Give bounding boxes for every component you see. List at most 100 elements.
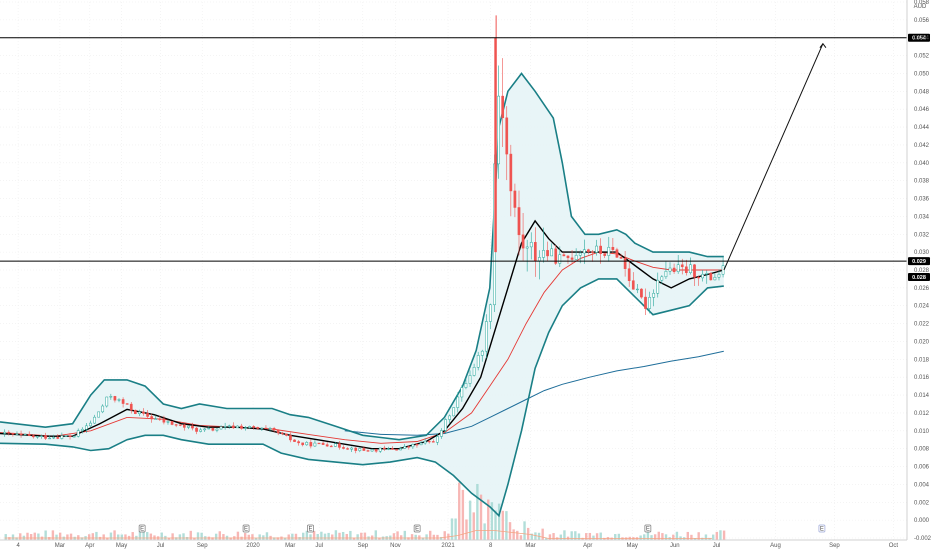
x-tick-label: Mar xyxy=(525,543,535,549)
volume-bar xyxy=(614,534,617,540)
earnings-marker-label: E xyxy=(646,527,650,533)
candle-body xyxy=(591,251,594,253)
candle-body xyxy=(513,190,517,208)
volume-bar xyxy=(595,533,599,540)
volume-bar xyxy=(472,512,475,540)
y-tick-label: 0.010 xyxy=(914,429,930,435)
volume-bar xyxy=(458,482,461,540)
candle-body xyxy=(456,396,460,408)
x-tick-label: 2021 xyxy=(441,543,455,549)
volume-bar xyxy=(149,533,153,540)
candle-body xyxy=(325,444,329,447)
candle-body xyxy=(680,264,684,268)
price-axis[interactable]: 0.058 0.056 0.054 0.052 0.050 0.048 0.046 0.044… xyxy=(906,0,932,542)
candle-body xyxy=(72,436,76,438)
candle-body xyxy=(554,248,558,264)
earnings-marker[interactable] xyxy=(242,524,250,533)
volume-bar xyxy=(341,531,345,540)
volume-bar xyxy=(657,531,660,540)
volume-bar xyxy=(352,537,356,540)
x-tick-label: Apr xyxy=(85,543,94,549)
volume-bar xyxy=(48,537,51,540)
ema-line xyxy=(0,251,724,444)
earnings-marker[interactable] xyxy=(818,524,826,533)
volume-bar xyxy=(563,530,566,540)
x-tick-label: 2020 xyxy=(246,543,260,549)
volume-bar xyxy=(490,502,494,540)
volume-bar xyxy=(276,537,280,540)
volume-bar xyxy=(588,532,592,540)
horizontal-price-lines[interactable]: 0.054 0.029 0.028 xyxy=(0,33,930,281)
earnings-marker[interactable] xyxy=(307,524,314,533)
volume-bar xyxy=(476,483,479,540)
volume-bar xyxy=(298,537,301,540)
volume-bar xyxy=(11,534,15,540)
y-tick-label: 0.002 xyxy=(914,500,930,506)
y-tick-label: 0.014 xyxy=(914,393,930,399)
volume-bar xyxy=(171,533,174,540)
projection-line[interactable] xyxy=(723,42,827,271)
candle-body xyxy=(350,447,354,450)
candle-body xyxy=(199,429,202,432)
volume-bar xyxy=(577,533,581,540)
candle-body xyxy=(627,268,631,281)
time-axis[interactable]: 4 Mar Apr May Jul Sep 2020 Mar Jul Sep Nov 2021 8 Mar… xyxy=(0,539,907,549)
candle-body xyxy=(109,396,113,398)
earnings-marker[interactable] xyxy=(138,524,146,533)
candle-body xyxy=(158,418,162,420)
candle-body xyxy=(56,437,60,439)
candle-body xyxy=(717,273,721,278)
volume-bars xyxy=(4,482,726,540)
price-badge xyxy=(908,33,930,42)
candle-body xyxy=(721,265,725,275)
volume-bar xyxy=(722,530,726,540)
volume-bar xyxy=(4,534,7,540)
candle-body xyxy=(529,242,533,248)
candle-body xyxy=(595,245,598,253)
candle-body xyxy=(709,273,713,281)
candle-body xyxy=(142,411,145,414)
volume-bar xyxy=(175,537,178,540)
candle-body xyxy=(264,427,268,430)
volume-bar xyxy=(312,530,316,540)
projection-trend-line[interactable] xyxy=(723,43,824,271)
candle-body xyxy=(338,443,341,448)
candle-body xyxy=(640,288,643,298)
volume-bar xyxy=(80,537,84,540)
volume-bar xyxy=(167,537,171,540)
volume-bar xyxy=(131,532,134,540)
candle-body xyxy=(468,375,472,384)
candle-body xyxy=(68,435,72,437)
y-tick-label: 0.006 xyxy=(914,465,930,471)
candle-body xyxy=(603,253,607,256)
candle-body xyxy=(521,234,525,249)
volume-bar xyxy=(439,536,443,540)
candlesticks xyxy=(3,15,725,454)
volume-bar xyxy=(534,532,537,540)
earnings-marker[interactable] xyxy=(413,524,421,533)
volume-bar xyxy=(360,532,363,540)
candle-body xyxy=(195,427,198,432)
candle-body xyxy=(342,447,345,449)
candle-body xyxy=(599,245,602,254)
volume-bar xyxy=(661,533,664,540)
earnings-marker-label: E xyxy=(244,527,248,533)
volume-bar xyxy=(29,534,33,540)
volume-bar xyxy=(44,530,47,540)
candle-body xyxy=(525,246,529,249)
earnings-marker-label: E xyxy=(415,527,419,533)
bollinger-fill-area xyxy=(0,73,724,516)
candle-body xyxy=(301,442,305,446)
volume-bar xyxy=(331,534,334,540)
candle-body xyxy=(713,276,717,281)
volume-bar xyxy=(715,531,719,540)
volume-bar xyxy=(617,533,621,540)
earnings-marker[interactable] xyxy=(644,524,652,533)
volume-bar xyxy=(338,532,341,540)
candle-body xyxy=(101,405,105,413)
candle-body xyxy=(117,399,121,401)
candle-body xyxy=(419,442,423,446)
volume-bar xyxy=(185,536,189,540)
spike-candle xyxy=(494,37,497,253)
